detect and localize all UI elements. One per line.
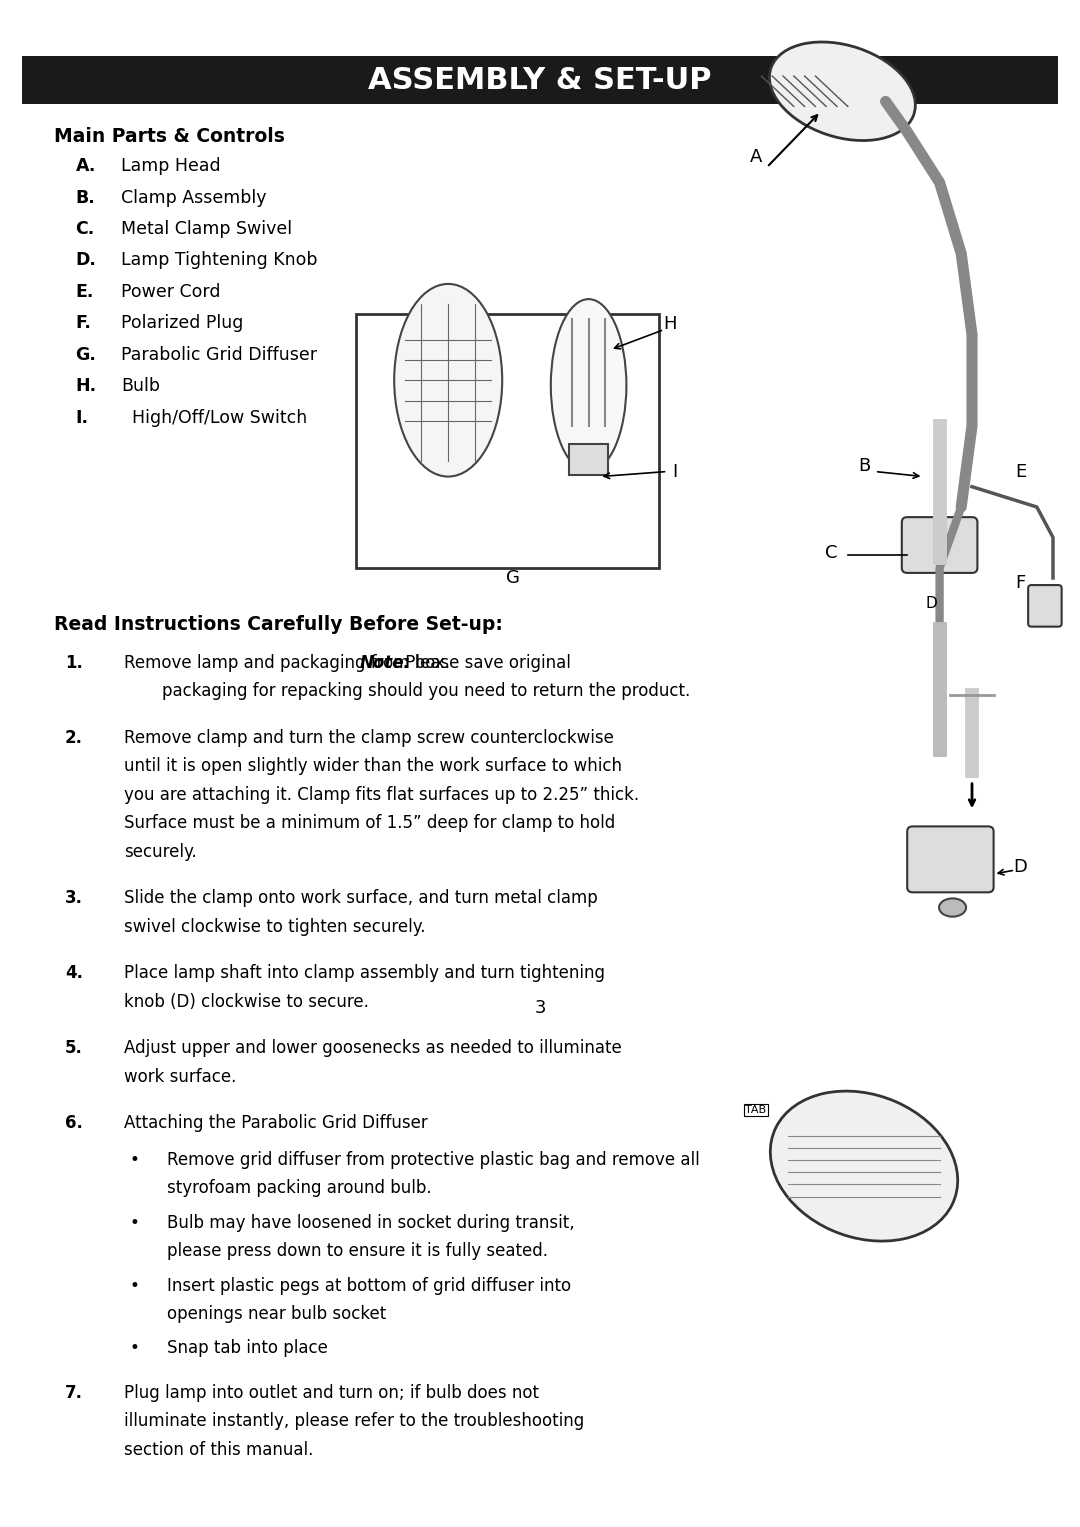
Text: Plug lamp into outlet and turn on; if bulb does not: Plug lamp into outlet and turn on; if bu… [124,1383,539,1402]
Text: work surface.: work surface. [124,1067,237,1086]
Text: •: • [130,1151,139,1168]
Text: E: E [1015,463,1026,481]
Text: Metal Clamp Swivel: Metal Clamp Swivel [121,220,292,238]
Text: Bulb may have loosened in socket during transit,: Bulb may have loosened in socket during … [167,1214,575,1232]
Text: Remove lamp and packaging from box.: Remove lamp and packaging from box. [124,654,456,672]
Text: E.: E. [76,282,94,301]
Text: section of this manual.: section of this manual. [124,1441,313,1458]
Text: •: • [130,1339,139,1358]
Text: B.: B. [76,189,95,206]
Text: 7.: 7. [65,1383,83,1402]
Ellipse shape [394,284,502,476]
Text: B: B [858,458,870,475]
Text: Main Parts & Controls: Main Parts & Controls [54,127,285,145]
Text: C: C [825,544,838,562]
Text: please press down to ensure it is fully seated.: please press down to ensure it is fully … [167,1241,549,1260]
Text: •: • [130,1214,139,1232]
Ellipse shape [940,898,967,916]
FancyBboxPatch shape [22,56,1058,104]
Ellipse shape [551,299,626,472]
Text: Remove grid diffuser from protective plastic bag and remove all: Remove grid diffuser from protective pla… [167,1151,700,1168]
FancyBboxPatch shape [356,315,659,568]
Text: until it is open slightly wider than the work surface to which: until it is open slightly wider than the… [124,757,622,776]
Text: Polarized Plug: Polarized Plug [121,315,243,333]
Text: Remove clamp and turn the clamp screw counterclockwise: Remove clamp and turn the clamp screw co… [124,728,615,747]
Text: D.: D. [76,252,96,269]
Text: Insert plastic pegs at bottom of grid diffuser into: Insert plastic pegs at bottom of grid di… [167,1277,571,1295]
FancyBboxPatch shape [569,444,608,475]
Text: High/Off/Low Switch: High/Off/Low Switch [121,409,307,426]
Text: Surface must be a minimum of 1.5” deep for clamp to hold: Surface must be a minimum of 1.5” deep f… [124,814,616,832]
Text: 5.: 5. [65,1040,83,1057]
Text: Snap tab into place: Snap tab into place [167,1339,328,1358]
Text: Clamp Assembly: Clamp Assembly [121,189,267,206]
Text: 3.: 3. [65,889,83,907]
Text: Power Cord: Power Cord [121,282,220,301]
Text: openings near bulb socket: openings near bulb socket [167,1306,387,1322]
Text: Note:: Note: [360,654,410,672]
Text: packaging for repacking should you need to return the product.: packaging for repacking should you need … [162,683,690,701]
FancyBboxPatch shape [1028,585,1062,626]
Text: Parabolic Grid Diffuser: Parabolic Grid Diffuser [121,345,316,363]
Text: Please save original: Please save original [401,654,571,672]
Text: securely.: securely. [124,843,197,861]
FancyBboxPatch shape [907,826,994,892]
Text: illuminate instantly, please refer to the troubleshooting: illuminate instantly, please refer to th… [124,1412,584,1431]
Text: swivel clockwise to tighten securely.: swivel clockwise to tighten securely. [124,918,426,936]
Text: D: D [1014,858,1027,876]
Text: I: I [673,463,677,481]
Ellipse shape [769,41,916,140]
Text: Adjust upper and lower goosenecks as needed to illuminate: Adjust upper and lower goosenecks as nee… [124,1040,622,1057]
Text: D: D [926,596,936,611]
Text: C.: C. [76,220,95,238]
FancyBboxPatch shape [902,518,977,573]
Text: A.: A. [76,157,96,176]
Text: ASSEMBLY & SET-UP: ASSEMBLY & SET-UP [368,66,712,95]
Text: knob (D) clockwise to secure.: knob (D) clockwise to secure. [124,993,369,1011]
Text: H: H [663,316,676,333]
Text: Place lamp shaft into clamp assembly and turn tightening: Place lamp shaft into clamp assembly and… [124,965,605,982]
Text: 1.: 1. [65,654,83,672]
Text: 2.: 2. [65,728,83,747]
Text: •: • [130,1277,139,1295]
Text: TAB: TAB [745,1106,767,1115]
Text: styrofoam packing around bulb.: styrofoam packing around bulb. [167,1179,432,1197]
Text: A: A [750,148,762,166]
Text: you are attaching it. Clamp fits flat surfaces up to 2.25” thick.: you are attaching it. Clamp fits flat su… [124,786,639,803]
Text: 3: 3 [535,999,545,1017]
Text: 6.: 6. [65,1115,83,1133]
Text: G: G [507,570,519,586]
Text: Attaching the Parabolic Grid Diffuser: Attaching the Parabolic Grid Diffuser [124,1115,428,1133]
Text: I.: I. [76,409,89,426]
Text: Bulb: Bulb [121,377,160,395]
Text: Lamp Tightening Knob: Lamp Tightening Knob [121,252,318,269]
Text: Read Instructions Carefully Before Set-up:: Read Instructions Carefully Before Set-u… [54,615,503,635]
Text: 4.: 4. [65,965,83,982]
Text: Lamp Head: Lamp Head [121,157,220,176]
Text: G.: G. [76,345,96,363]
Text: F: F [1015,574,1026,592]
Text: Slide the clamp onto work surface, and turn metal clamp: Slide the clamp onto work surface, and t… [124,889,598,907]
Text: F.: F. [76,315,92,333]
Text: H.: H. [76,377,97,395]
Ellipse shape [770,1092,958,1241]
